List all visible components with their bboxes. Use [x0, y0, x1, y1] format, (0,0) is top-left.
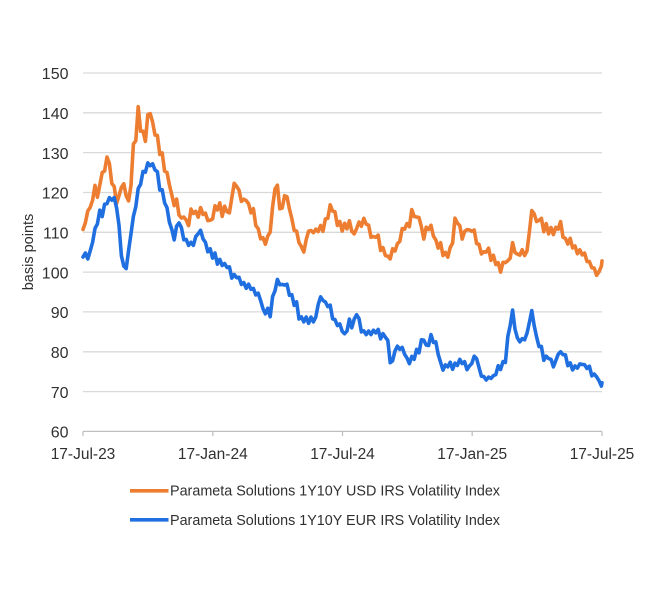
- svg-text:Parameta Solutions 1Y10Y EUR I: Parameta Solutions 1Y10Y EUR IRS Volatil…: [170, 513, 501, 529]
- svg-text:basis points: basis points: [21, 214, 37, 291]
- svg-text:17-Jul-24: 17-Jul-24: [310, 446, 375, 463]
- svg-text:17-Jan-25: 17-Jan-25: [437, 446, 507, 463]
- svg-text:17-Jul-25: 17-Jul-25: [570, 446, 635, 463]
- svg-text:90: 90: [51, 305, 69, 322]
- svg-text:110: 110: [43, 226, 69, 243]
- svg-text:70: 70: [51, 385, 69, 402]
- svg-text:130: 130: [42, 146, 69, 163]
- svg-text:150: 150: [42, 66, 69, 83]
- svg-text:80: 80: [51, 345, 69, 362]
- svg-text:60: 60: [51, 425, 69, 442]
- svg-text:120: 120: [42, 186, 69, 203]
- svg-text:17-Jan-24: 17-Jan-24: [178, 446, 248, 463]
- svg-text:100: 100: [42, 265, 69, 282]
- svg-text:140: 140: [42, 106, 69, 123]
- svg-text:Parameta Solutions 1Y10Y USD I: Parameta Solutions 1Y10Y USD IRS Volatil…: [170, 483, 501, 499]
- svg-text:17-Jul-23: 17-Jul-23: [51, 446, 116, 463]
